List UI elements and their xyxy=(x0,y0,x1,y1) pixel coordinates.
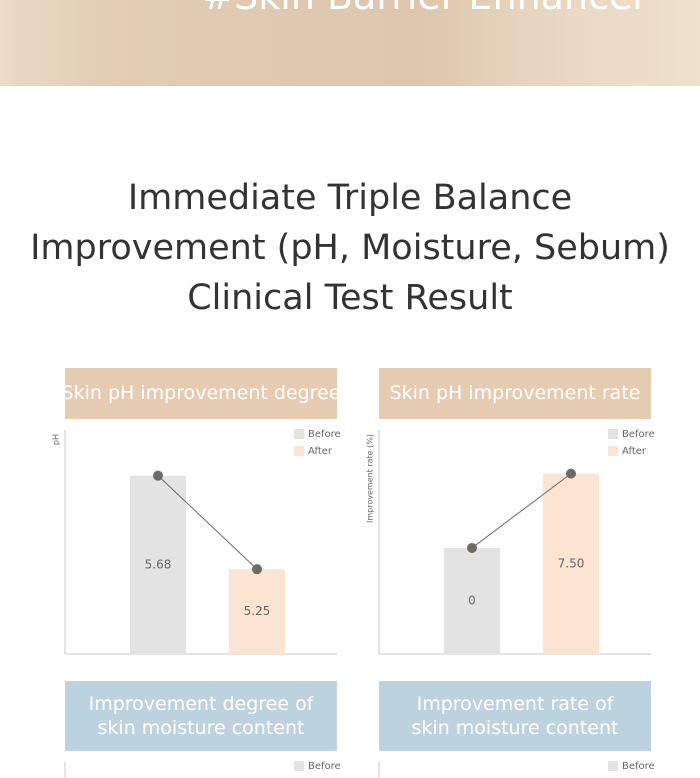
point xyxy=(566,468,576,479)
point xyxy=(252,564,262,575)
y-axis-label: Improvement rate (%) xyxy=(366,434,375,523)
value-label: 0 xyxy=(468,593,476,607)
connector-line xyxy=(471,473,572,549)
legend-label: Before xyxy=(308,429,341,440)
banner-text: #Skin Barrier Enhancer xyxy=(202,0,648,18)
value-label: 5.25 xyxy=(244,604,271,618)
title-box xyxy=(65,368,337,419)
chart-title: Skin pH improvement rate xyxy=(390,382,641,404)
value-label: 5.68 xyxy=(145,557,172,571)
point xyxy=(467,542,477,553)
title-box xyxy=(379,681,651,751)
legend-swatch xyxy=(294,446,304,456)
title-box xyxy=(65,681,337,751)
bar xyxy=(444,547,500,654)
chart-title: Improvement degree of skin moisture conte… xyxy=(89,693,315,739)
legend-label: After xyxy=(308,446,333,457)
heading-line: Immediate Triple Balance xyxy=(127,178,573,218)
heading-line: Clinical Test Result xyxy=(187,278,513,318)
y-axis-label: pH xyxy=(52,434,61,445)
connector-line xyxy=(157,475,258,570)
legend-label: Before xyxy=(622,429,655,440)
heading-line: Improvement (pH, Moisture, Sebum) xyxy=(30,228,670,268)
title-box xyxy=(379,368,651,419)
bar xyxy=(229,569,285,654)
bar xyxy=(543,473,599,654)
banner: #Skin Barrier Enhancer xyxy=(0,0,700,86)
legend-swatch xyxy=(608,761,618,771)
chart-title: Improvement rate of skin moisture content xyxy=(412,693,619,739)
legend-swatch xyxy=(294,761,304,771)
legend-label: After xyxy=(622,446,647,457)
legend-swatch xyxy=(608,446,618,456)
chart-title: Skin pH improvement degree xyxy=(62,382,341,404)
legend-label: Before xyxy=(622,761,655,772)
legend-label: Before xyxy=(308,761,341,772)
point xyxy=(153,470,163,481)
bar xyxy=(130,475,186,654)
legend-swatch xyxy=(608,429,618,439)
value-label: 7.50 xyxy=(558,556,585,570)
legend-swatch xyxy=(294,429,304,439)
